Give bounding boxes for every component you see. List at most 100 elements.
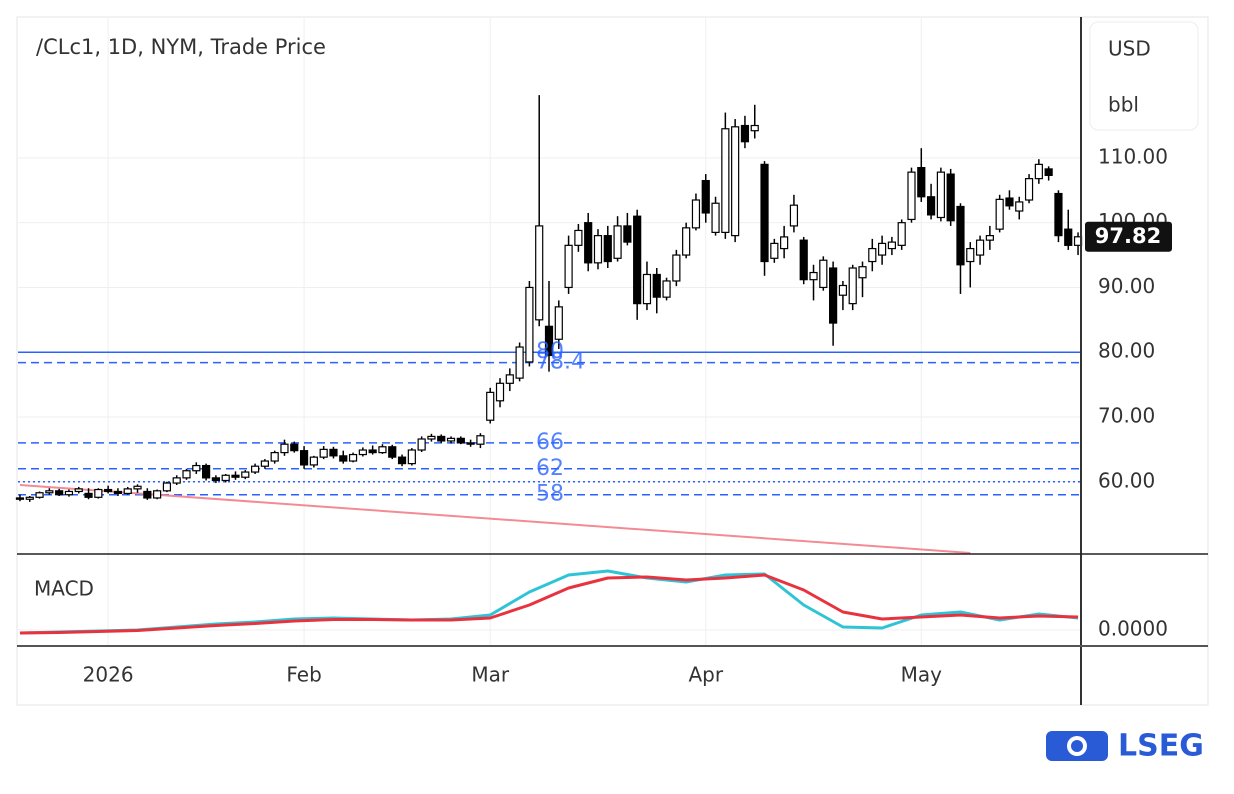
candle-body [143, 490, 152, 499]
candle-body [848, 267, 857, 305]
candle-body [809, 271, 818, 281]
candle-body [691, 199, 701, 229]
candle-body [877, 242, 887, 256]
candle-body [662, 280, 671, 298]
candle-body [829, 267, 838, 324]
candle-body [417, 438, 426, 451]
candle-body [838, 284, 848, 296]
x-tick-label: Apr [688, 663, 723, 687]
candle-body [731, 126, 740, 237]
unit: USD [1108, 37, 1151, 61]
candle-body [270, 452, 279, 462]
candle-body [260, 460, 269, 467]
candle-body [907, 171, 916, 221]
candle-body [956, 205, 965, 266]
candle-body [740, 124, 750, 143]
candle-body [799, 239, 808, 281]
candle-body [917, 167, 926, 198]
brand-logo: LSEG [1046, 729, 1204, 764]
candle-body [819, 259, 828, 289]
macd-title: MACD [34, 577, 94, 601]
trendline [19, 483, 971, 554]
candle-body [946, 173, 955, 222]
x-tick-label: May [901, 663, 943, 687]
candle-body [15, 497, 25, 500]
candle-body [535, 225, 544, 321]
candle-body [672, 254, 681, 282]
unit-sub: bbl [1108, 93, 1139, 117]
candle-body [975, 239, 985, 256]
candle-body [1005, 197, 1014, 207]
candle-body [554, 306, 563, 340]
candle-body [397, 456, 407, 465]
chart-frame [16, 16, 1209, 706]
candle-body [299, 450, 309, 466]
candle-body [633, 215, 642, 305]
candle-body [133, 485, 142, 490]
candle-body [388, 446, 397, 458]
candle-body [760, 163, 769, 263]
y-tick-label: 0.0000 [1098, 617, 1168, 641]
candle-body [368, 449, 377, 454]
level-label: 78.4 [536, 350, 585, 375]
candle-body [789, 204, 799, 227]
candle-body [486, 391, 495, 421]
brand: LSEG [1118, 729, 1204, 764]
candle-body [25, 496, 34, 500]
candle-body [202, 464, 211, 479]
candle-body [936, 171, 945, 219]
candle-body [564, 244, 573, 289]
candle-body [868, 247, 877, 263]
candle-body [113, 490, 123, 495]
candle-body [339, 455, 348, 462]
candle-body [309, 456, 318, 466]
level-label: 62 [536, 456, 564, 481]
candle-body [642, 273, 652, 305]
candle-body [593, 235, 603, 264]
candle-body [378, 446, 387, 454]
candle-body [770, 242, 779, 259]
chart-title: /CLc1, 1D, NYM, Trade Price [36, 35, 326, 59]
candle-body [1054, 192, 1063, 237]
candle-body [1015, 201, 1024, 212]
y-tick-label: 70.00 [1098, 403, 1155, 427]
candle-body [221, 474, 230, 482]
candle-body [1044, 168, 1053, 176]
candle-body [926, 196, 936, 216]
candle-body [64, 490, 74, 496]
x-tick-label: Mar [471, 663, 510, 687]
candle-body [652, 273, 661, 298]
candle-body [897, 222, 906, 246]
candle-body [466, 442, 475, 445]
level-label: 66 [536, 430, 564, 455]
candle-body [574, 229, 583, 246]
candle-body [319, 448, 328, 458]
macd-line [19, 569, 1079, 635]
candle-body [584, 222, 593, 264]
candle-body [780, 236, 789, 250]
candle-body [515, 346, 524, 379]
candle-body [966, 247, 975, 263]
logo-icon-inner [1071, 740, 1083, 752]
candle-body [407, 449, 416, 465]
candle-body [623, 225, 632, 243]
candle-body [985, 235, 994, 241]
candle-body [437, 435, 446, 442]
candle-body [446, 437, 456, 442]
y-tick-label: 80.00 [1098, 339, 1155, 363]
candle-body [162, 482, 172, 492]
candle-body [35, 492, 44, 498]
candle-body [74, 488, 83, 493]
candle-body [104, 488, 113, 493]
candle-body [211, 477, 221, 482]
candle-body [153, 490, 162, 499]
candle-body [94, 488, 103, 498]
candle-body [476, 435, 485, 445]
candle-body [525, 286, 534, 363]
y-tick-label: 110.00 [1098, 144, 1168, 168]
candle-body [329, 448, 338, 457]
candle-body [505, 374, 514, 384]
unit-box [1089, 21, 1199, 131]
